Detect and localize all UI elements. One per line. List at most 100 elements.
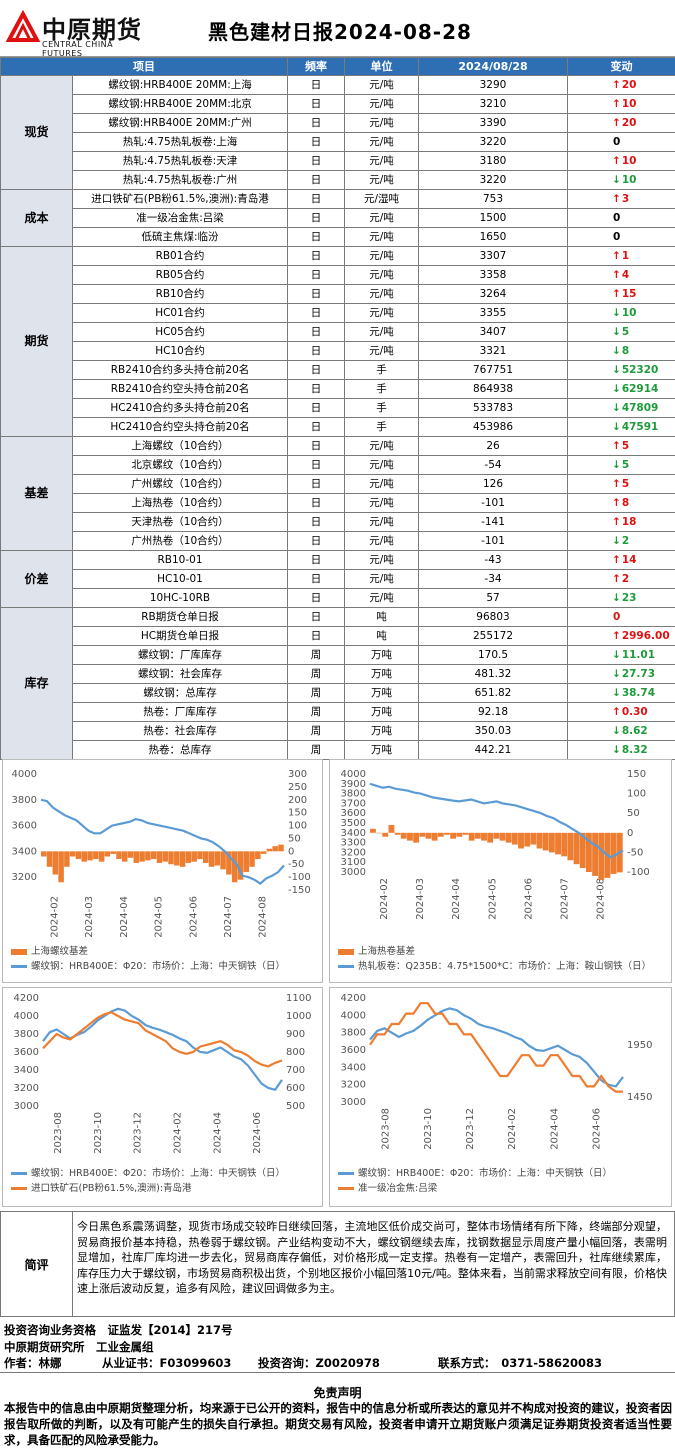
item-name-cell: HC期货仓单日报 bbox=[72, 626, 288, 646]
unit-cell: 元/吨 bbox=[344, 436, 419, 456]
x-tick-label: 2023-08 bbox=[53, 1112, 64, 1154]
table-header-row: 项目 频率 单位 2024/08/28 变动 bbox=[0, 57, 675, 76]
frequency-cell: 日 bbox=[287, 303, 345, 323]
value-cell: 57 bbox=[418, 588, 568, 608]
basis-bar bbox=[64, 851, 70, 867]
arrow-down-icon: ↓ bbox=[612, 667, 621, 680]
table-row: 价差 RB10-01 日元/吨 -43 ↑14 bbox=[0, 550, 675, 608]
value-cell: 3355 bbox=[418, 303, 568, 323]
change-value: 4 bbox=[621, 268, 630, 281]
frequency-cell: 日 bbox=[287, 379, 345, 399]
table-row: 热卷：社会库存周万吨 350.03 ↓8.62 bbox=[1, 721, 675, 741]
legend-entry: 上海螺纹基差 bbox=[11, 946, 314, 958]
unit-cell: 吨 bbox=[344, 626, 419, 646]
x-tick-label: 2024-02 bbox=[507, 1108, 518, 1150]
item-name-cell: HC01合约 bbox=[72, 303, 288, 323]
arrow-down-icon: ↓ bbox=[612, 382, 621, 395]
legend-entry: 上海热卷基差 bbox=[338, 946, 663, 958]
item-name-cell: RB2410合约空头持仓前20名 bbox=[72, 379, 288, 399]
basis-bar bbox=[255, 851, 261, 860]
frequency-cell: 日 bbox=[287, 189, 345, 209]
arrow-up-icon: ↑ bbox=[612, 154, 621, 167]
value-cell: 767751 bbox=[418, 360, 568, 380]
change-value: 2 bbox=[621, 534, 630, 547]
unit-cell: 万吨 bbox=[344, 721, 419, 741]
table-row: RB10合约日元/吨 3264 ↑15 bbox=[1, 284, 675, 304]
change-value: 8.62 bbox=[621, 724, 648, 737]
frequency-cell: 日 bbox=[287, 607, 345, 627]
value-cell: 92.18 bbox=[418, 702, 568, 722]
change-cell: ↓8.62 bbox=[567, 721, 675, 741]
arrow-down-icon: ↓ bbox=[612, 724, 621, 737]
change-cell: ↑10 bbox=[567, 151, 675, 171]
unit-cell: 手 bbox=[344, 417, 419, 437]
disclaimer-title: 免责声明 bbox=[313, 1386, 362, 1400]
y-right-tick-label: 50 bbox=[627, 808, 640, 819]
table-row: HC期货仓单日报日吨 255172 ↑2996.00 bbox=[1, 626, 675, 646]
arrow-up-icon: ↑ bbox=[612, 515, 621, 528]
y-left-tick-label: 3200 bbox=[341, 847, 366, 858]
item-name-cell: RB01合约 bbox=[72, 246, 288, 266]
value-cell: 96803 bbox=[418, 607, 568, 627]
y-left-tick-label: 3600 bbox=[12, 821, 37, 832]
basis-bar bbox=[145, 851, 151, 861]
value-cell: -101 bbox=[418, 531, 568, 551]
unit-cell: 手 bbox=[344, 360, 419, 380]
y-right-tick-label: 1100 bbox=[286, 993, 311, 1004]
basis-bar bbox=[444, 832, 450, 835]
basis-bar bbox=[208, 851, 215, 867]
change-value: 20 bbox=[621, 78, 637, 91]
y-right-tick-label: 200 bbox=[288, 795, 307, 806]
basis-bar bbox=[52, 851, 59, 875]
y-left-tick-label: 3200 bbox=[12, 872, 37, 883]
y-left-tick-label: 3800 bbox=[341, 789, 366, 800]
value-cell: 3321 bbox=[418, 341, 568, 361]
x-tick-label: 2023-10 bbox=[93, 1112, 104, 1154]
frequency-cell: 日 bbox=[287, 493, 345, 513]
change-cell: ↑2996.00 bbox=[567, 626, 675, 646]
frequency-cell: 周 bbox=[287, 683, 345, 703]
value-cell: 3220 bbox=[418, 132, 568, 152]
basis-bar bbox=[407, 832, 413, 841]
change-cell: ↑20 bbox=[567, 75, 675, 95]
change-cell: ↓10 bbox=[567, 303, 675, 323]
basis-bar bbox=[592, 832, 599, 876]
table-row: 基差 上海螺纹（10合约）日元/吨 26 ↑5 bbox=[0, 436, 675, 551]
legend-label: 螺纹钢：HRB400E：Φ20：市场价：上海：中天钢铁（日） bbox=[31, 961, 285, 972]
basis-bar bbox=[493, 832, 500, 839]
y-left-tick-label: 4000 bbox=[12, 769, 37, 780]
change-value: 15 bbox=[621, 287, 637, 300]
basis-bar bbox=[156, 851, 163, 863]
table-row: RB05合约日元/吨 3358 ↑4 bbox=[1, 265, 675, 285]
change-value: 5 bbox=[621, 439, 630, 452]
unit-cell: 元/吨 bbox=[344, 474, 419, 494]
basis-bar bbox=[413, 832, 420, 843]
chart-rebar-vs-coke: 4200 4000 3800 3600 3400 3200 3000 1950 1450 2023… bbox=[329, 987, 672, 1207]
table-row: 热轧:4.75热轧板卷:上海日元/吨 3220 0 bbox=[1, 132, 675, 152]
y-right-tick-label: 1000 bbox=[286, 1011, 311, 1022]
arrow-down-icon: ↓ bbox=[612, 743, 621, 756]
chart-legend: 上海螺纹基差螺纹钢：HRB400E：Φ20：市场价：上海：中天钢铁（日） bbox=[11, 946, 314, 976]
x-tick-label: 2024-05 bbox=[487, 878, 498, 920]
basis-bar bbox=[450, 832, 457, 839]
y-right-tick-label: 150 bbox=[627, 769, 646, 780]
basis-bar bbox=[481, 832, 487, 841]
unit-cell: 元/吨 bbox=[344, 588, 419, 608]
x-tick-label: 2024-02 bbox=[49, 896, 60, 938]
change-value: 10 bbox=[621, 97, 637, 110]
basis-bar bbox=[536, 832, 543, 849]
arrow-up-icon: ↑ bbox=[612, 287, 621, 300]
y-left-tick-label: 3000 bbox=[341, 867, 366, 878]
change-value: 8.32 bbox=[621, 743, 648, 756]
change-cell: 0 bbox=[567, 227, 675, 247]
y-right-tick-label: 100 bbox=[627, 789, 646, 800]
frequency-cell: 日 bbox=[287, 227, 345, 247]
y-left-tick-label: 3300 bbox=[341, 838, 366, 849]
y-left-tick-label: 3600 bbox=[341, 1045, 366, 1056]
change-value: 20 bbox=[621, 116, 637, 129]
item-name-cell: 螺纹钢：厂库库存 bbox=[72, 645, 288, 665]
legend-entry: 进口铁矿石(PB粉61.5%,澳洲):青岛港 bbox=[11, 1183, 314, 1195]
unit-cell: 手 bbox=[344, 398, 419, 418]
legend-label: 螺纹钢：HRB400E：Φ20：市场价：上海：中天钢铁（日） bbox=[31, 1168, 285, 1179]
basis-bar bbox=[243, 851, 249, 872]
